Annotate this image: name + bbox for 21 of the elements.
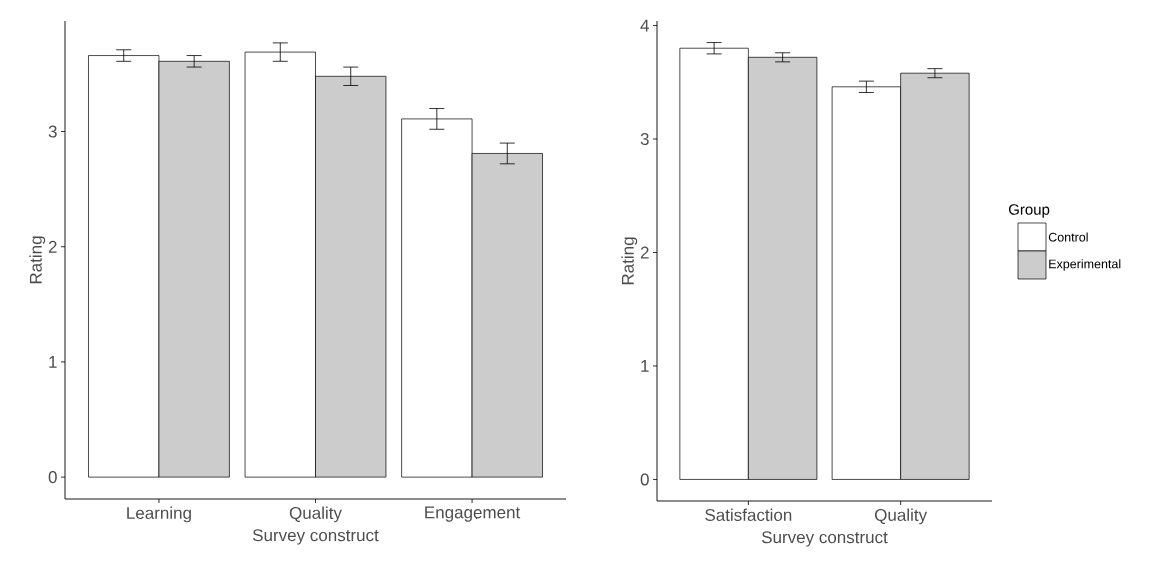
y-axis-title: Rating <box>29 236 46 284</box>
legend-label: Control <box>1048 232 1088 242</box>
y-tick-label: 3 <box>48 125 57 138</box>
x-tick-label: Engagement <box>425 506 521 522</box>
x-tick-label: Satisfaction <box>705 508 792 522</box>
x-axis-title: Survey construct <box>252 529 379 545</box>
y-tick-label: 2 <box>640 246 649 259</box>
y-axis-title: Rating <box>621 237 638 285</box>
legend-title: Group <box>1008 204 1050 218</box>
x-tick-label: Quality <box>289 506 342 523</box>
y-tick-label: 0 <box>48 471 57 484</box>
x-tick-label: Learning <box>127 506 191 523</box>
x-tick-label: Quality <box>875 508 928 525</box>
y-tick-label: 3 <box>640 132 649 146</box>
x-axis-title: Survey construct <box>761 531 888 547</box>
y-tick-label: 2 <box>48 240 57 253</box>
legend-label: Experimental <box>1049 259 1121 271</box>
y-tick-label: 1 <box>49 356 57 368</box>
y-tick-label: 4 <box>640 19 649 32</box>
y-tick-label: 1 <box>641 360 649 372</box>
y-tick-label: 0 <box>640 473 649 486</box>
